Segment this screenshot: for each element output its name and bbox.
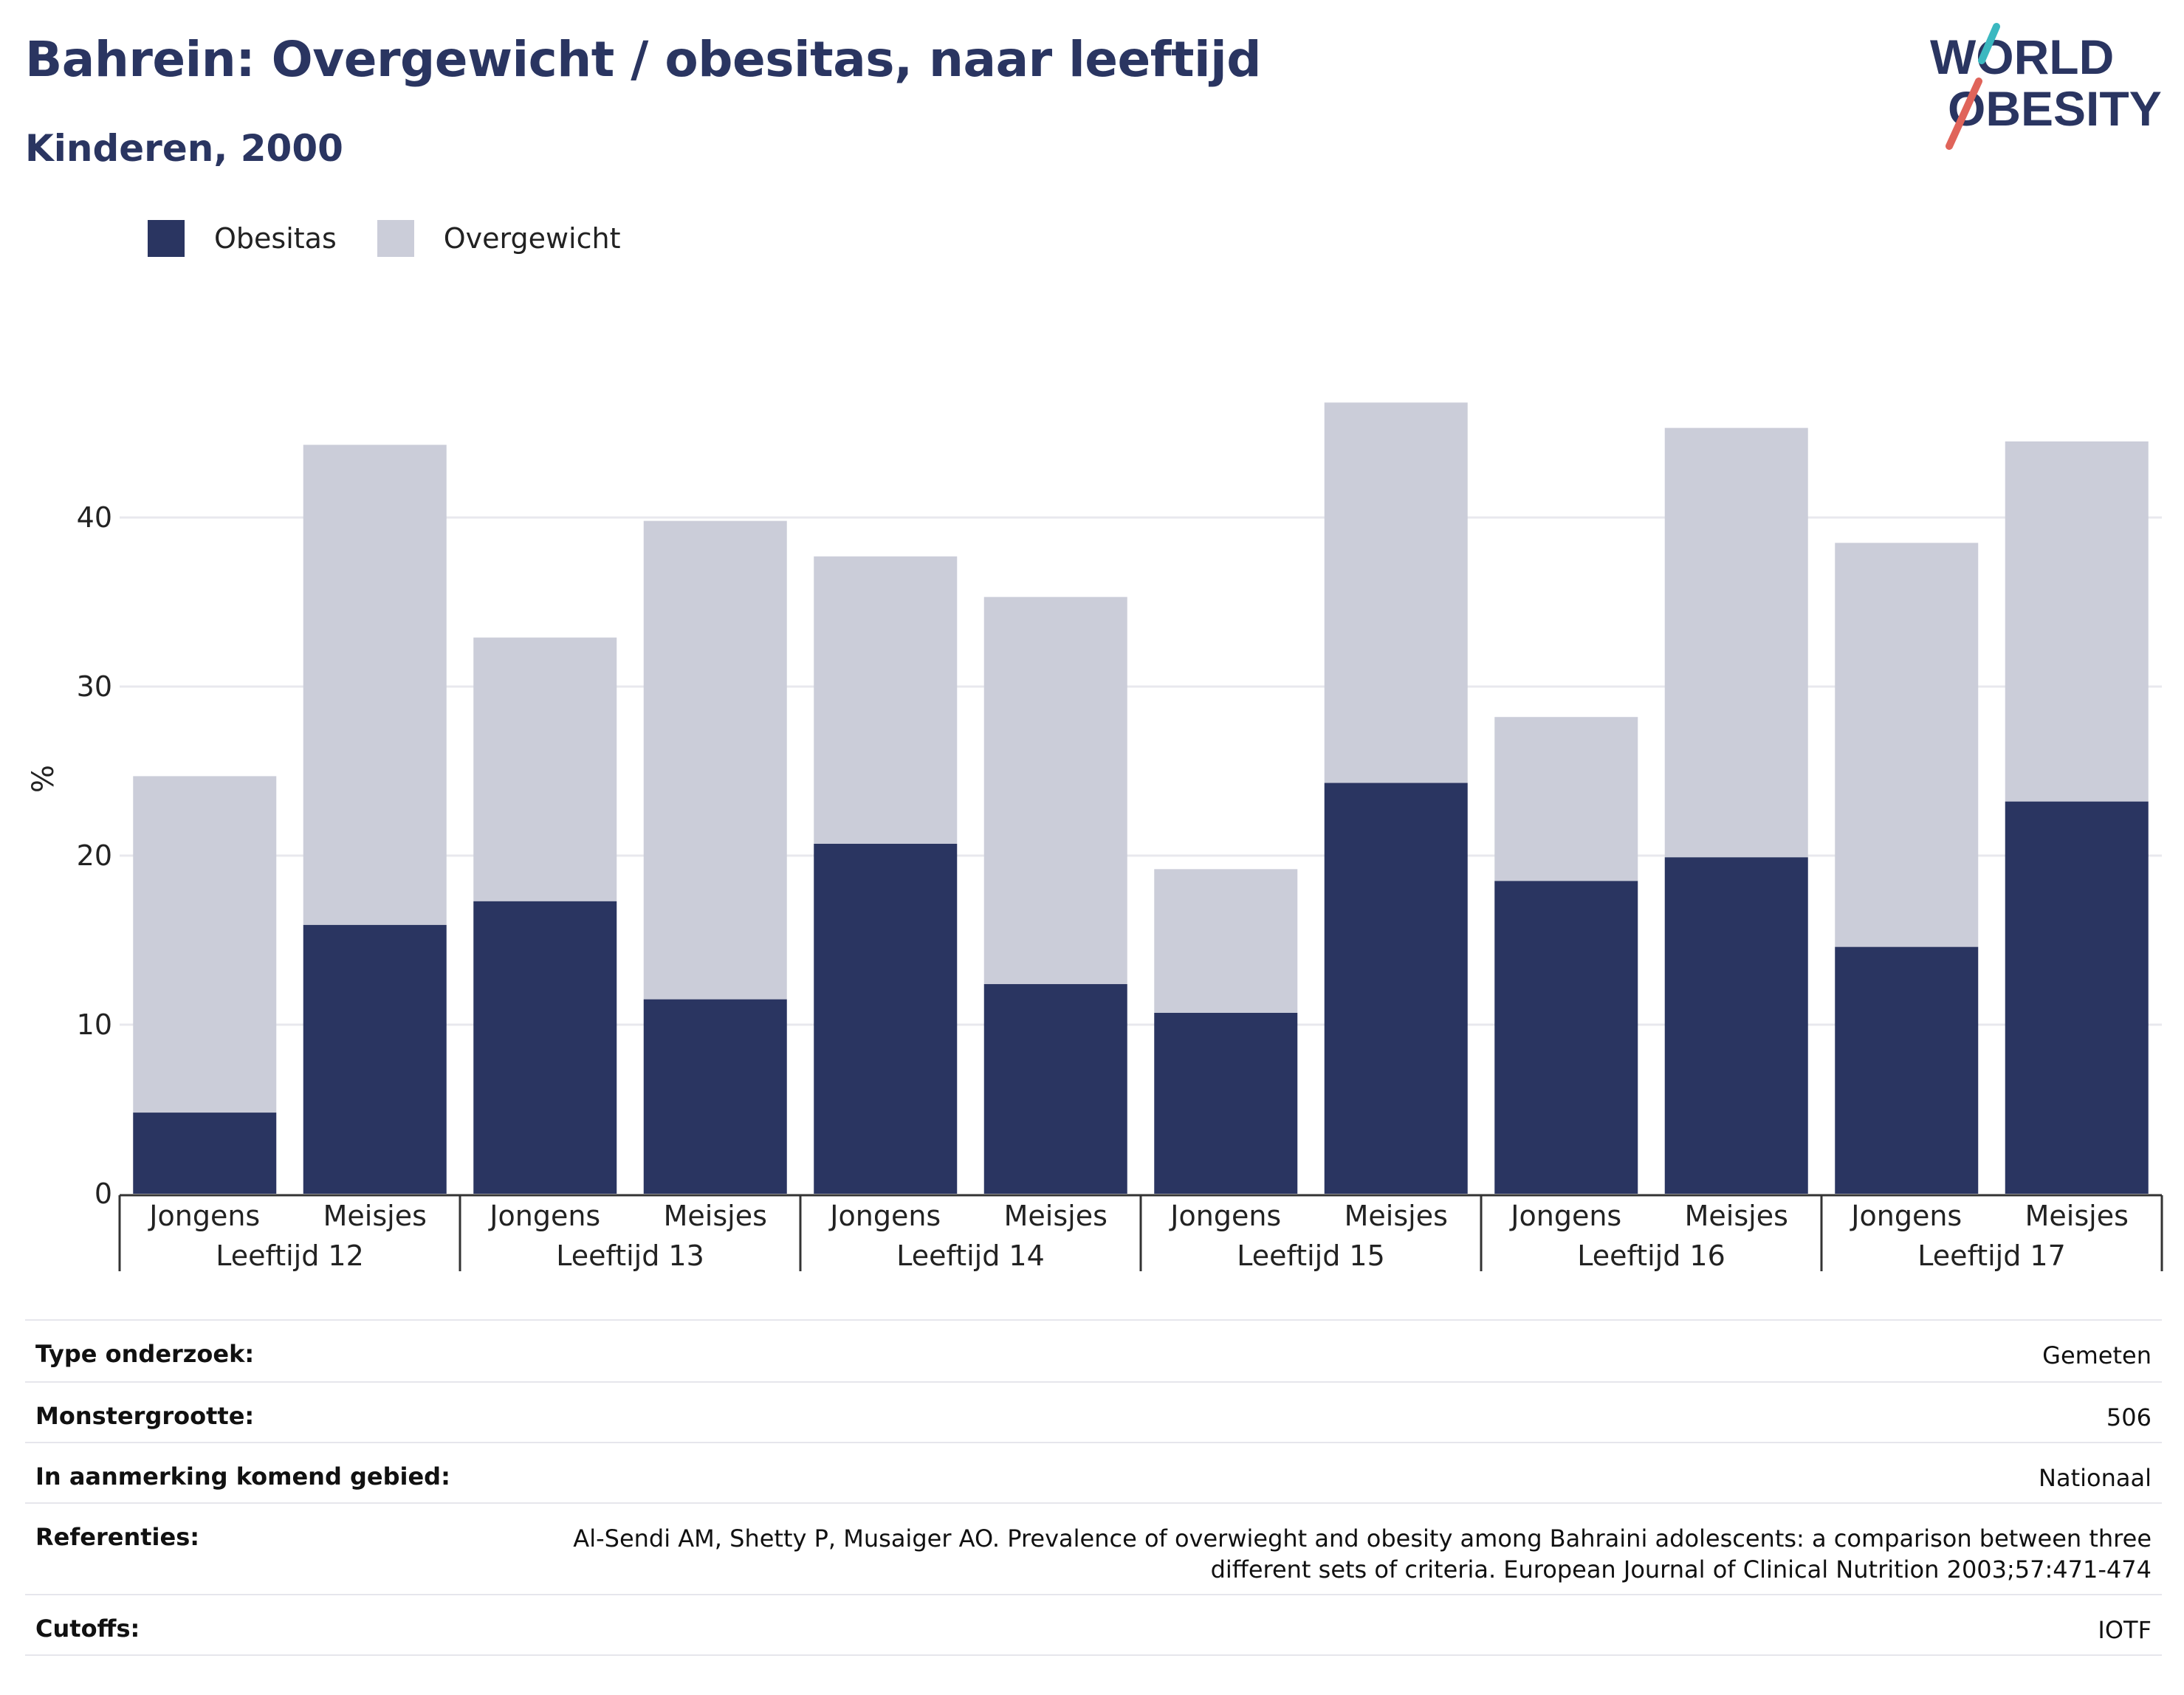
bar-overgewicht [983,596,1127,985]
x-tick-label: Meisjes [2025,1200,2129,1232]
legend-label-obesity: Obesitas [214,222,337,255]
bar-overgewicht [1835,543,1979,947]
metadata-key: Cutoffs: [35,1615,140,1643]
bar-overgewicht [1154,869,1298,1013]
legend-label-overweight: Overgewicht [443,222,621,255]
metadata-key: Referenties: [35,1523,200,1551]
x-group-label: Leeftijd 17 [1917,1240,2066,1272]
x-group-label: Leeftijd 16 [1577,1240,1725,1272]
x-group-label: Leeftijd 14 [896,1240,1045,1272]
logo-slash-red [1946,78,1982,150]
legend-item-overweight[interactable]: Overgewicht [377,220,621,257]
x-tick-label: Meisjes [1004,1200,1108,1232]
metadata-key: Type onderzoek: [35,1340,255,1368]
x-tick-label: Meisjes [323,1200,427,1232]
bar-obesitas [1494,881,1638,1194]
bar-overgewicht [303,444,447,925]
y-tick-label: 0 [95,1177,112,1210]
stacked-bar-chart: 0 10 20 30 40% Jongens Meisjes Jongens Meisjes Jo… [27,402,2163,1272]
chart-title: Bahrein: Overgewicht / obesitas, naar le… [25,31,1262,88]
x-tick-label: Jongens [148,1200,260,1232]
metadata-value: IOTF [2098,1616,2152,1644]
logo-line2: OBESITY [1948,81,2162,136]
bar-obesitas [473,901,617,1194]
y-tick-label: 20 [77,839,112,872]
x-tick-label: Jongens [488,1200,600,1232]
y-axis-label: % [27,765,61,793]
bar-obesitas [1835,946,1979,1194]
legend: Obesitas Overgewicht [148,220,662,257]
metadata-value: Gemeten [2042,1341,2152,1369]
bar-overgewicht [1494,717,1638,881]
bar-overgewicht [643,520,787,1000]
axes: 0 10 20 30 40% Jongens Meisjes Jongens Meisjes Jo… [27,501,2163,1272]
legend-item-obesity[interactable]: Obesitas [148,220,337,257]
gridlines [120,516,2162,1026]
logo-line1: WORLD [1930,30,2114,84]
bar-overgewicht [814,556,958,844]
legend-swatch-overweight [377,220,414,257]
metadata-row: Cutoffs: IOTF [25,1594,2162,1654]
bar-obesitas [1154,1012,1298,1194]
bar-obesitas [1324,783,1468,1194]
metadata-table: Type onderzoek: Gemeten Monstergrootte: 506… [25,1319,2162,1656]
bar-obesitas [1664,857,1808,1194]
world-obesity-logo: WORLD OBESITY [1930,23,2162,150]
x-tick-label: Meisjes [1345,1200,1448,1232]
metadata-value: 506 [2106,1403,2152,1431]
bars [133,402,2149,1194]
bar-overgewicht [1664,427,1808,858]
bar-overgewicht [1324,402,1468,783]
x-tick-label: Jongens [828,1200,941,1232]
x-tick-label: Jongens [1509,1200,1621,1232]
legend-swatch-obesity [148,220,185,257]
x-tick-label: Jongens [1169,1200,1281,1232]
y-tick-label: 30 [77,670,112,703]
bar-obesitas [303,924,447,1194]
x-group-label: Leeftijd 15 [1237,1240,1385,1272]
metadata-value: Al-Sendi AM, Shetty P, Musaiger AO. Prev… [573,1524,2152,1584]
bar-overgewicht [473,637,617,901]
y-tick-label: 10 [77,1008,112,1041]
metadata-bottom-rule [25,1654,2162,1656]
x-tick-label: Meisjes [1685,1200,1788,1232]
bar-obesitas [814,843,958,1194]
chart-subtitle: Kinderen, 2000 [25,127,343,170]
bar-obesitas [133,1113,277,1194]
x-tick-label: Jongens [1850,1200,1962,1232]
metadata-row: Referenties: Al-Sendi AM, Shetty P, Musai… [25,1502,2162,1594]
metadata-key: In aanmerking komend gebied: [35,1462,450,1491]
metadata-row: Monstergrootte: 506 [25,1381,2162,1442]
logo-slash-teal [1978,23,2000,64]
bar-obesitas [643,999,787,1194]
metadata-row: In aanmerking komend gebied: Nationaal [25,1442,2162,1502]
bar-obesitas [2005,801,2149,1194]
y-tick-label: 40 [77,501,112,534]
metadata-value: Nationaal [2039,1464,2152,1492]
bar-overgewicht [133,776,277,1113]
bar-overgewicht [2005,441,2149,802]
bar-obesitas [983,984,1127,1194]
x-group-label: Leeftijd 12 [216,1240,364,1272]
metadata-row: Type onderzoek: Gemeten [25,1319,2162,1381]
x-tick-label: Meisjes [664,1200,767,1232]
metadata-key: Monstergrootte: [35,1402,255,1430]
x-group-label: Leeftijd 13 [556,1240,704,1272]
